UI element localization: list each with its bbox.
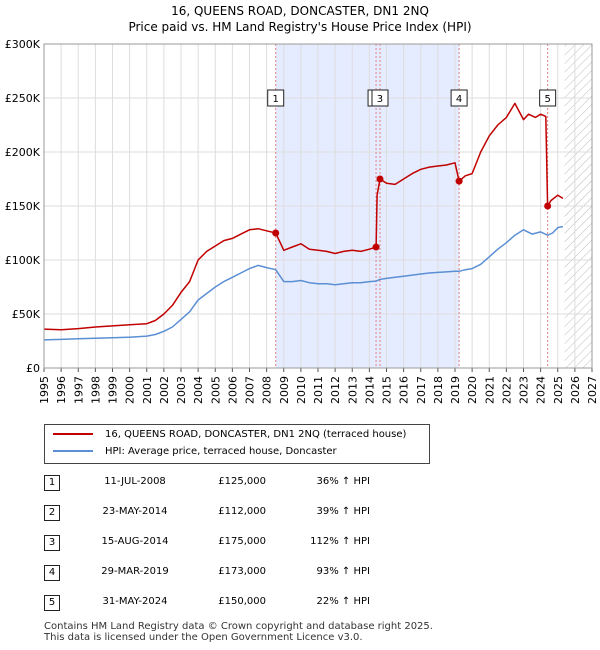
x-tick-label: 2024: [535, 376, 548, 404]
sale-point: [376, 175, 384, 183]
sale-date: 29-MAR-2019: [101, 566, 169, 577]
y-tick-label: £0: [26, 362, 40, 375]
footer: Contains HM Land Registry data © Crown c…: [44, 621, 433, 643]
legend-label-hpi: HPI: Average price, terraced house, Donc…: [105, 446, 337, 457]
footer-copyright: Contains HM Land Registry data © Crown c…: [44, 621, 433, 632]
sale-price: £173,000: [218, 566, 266, 577]
sale-marker-label: 3: [377, 94, 383, 105]
sale-hpi: 112% ↑ HPI: [310, 536, 370, 547]
legend-swatch-property: [53, 433, 93, 435]
sale-point: [455, 177, 463, 185]
sale-point: [372, 243, 380, 251]
x-tick-label: 2016: [398, 376, 411, 404]
x-tick-label: 2006: [226, 376, 239, 404]
sale-marker-label: 4: [456, 94, 462, 105]
sale-number: 5: [44, 595, 60, 611]
x-tick-label: 2021: [483, 376, 496, 404]
sale-date: 23-MAY-2014: [102, 506, 168, 517]
sale-number: 2: [44, 505, 60, 521]
chart-subtitle: Price paid vs. HM Land Registry's House …: [128, 20, 472, 34]
y-tick-label: £50K: [12, 308, 41, 321]
legend-label-property: 16, QUEENS ROAD, DONCASTER, DN1 2NQ (ter…: [105, 429, 407, 440]
legend-swatch-hpi: [53, 450, 93, 452]
sale-marker-box: [371, 89, 389, 107]
x-tick-label: 2019: [449, 376, 462, 404]
x-tick-label: 2015: [381, 376, 394, 404]
sale-row: 2 23-MAY-2014 £112,000 39% ↑ HPI: [0, 498, 600, 528]
x-tick-label: 2013: [346, 376, 359, 404]
sale-marker-label: 5: [544, 94, 550, 105]
y-tick-label: £100K: [5, 254, 41, 267]
x-tick-label: 2010: [295, 376, 308, 404]
x-tick-label: 2009: [278, 376, 291, 404]
sale-row: 3 15-AUG-2014 £175,000 112% ↑ HPI: [0, 528, 600, 558]
x-tick-label: 2012: [329, 376, 342, 404]
sale-hpi: 22% ↑ HPI: [316, 596, 370, 607]
y-tick-label: £150K: [5, 200, 41, 213]
sale-row: 5 31-MAY-2024 £150,000 22% ↑ HPI: [0, 588, 600, 618]
x-tick-label: 2026: [569, 376, 582, 404]
x-tick-label: 2023: [518, 376, 531, 404]
sale-point: [272, 229, 280, 237]
y-tick-label: £250K: [5, 92, 41, 105]
x-tick-label: 2022: [500, 376, 513, 404]
x-tick-label: 2007: [244, 376, 257, 404]
property-price-line: [43, 102, 564, 331]
x-tick-label: 1997: [72, 376, 85, 404]
x-tick-label: 1998: [89, 376, 102, 404]
legend-item-hpi: HPI: Average price, terraced house, Donc…: [53, 444, 337, 460]
x-tick-label: 1995: [38, 376, 51, 404]
x-tick-label: 2000: [124, 376, 137, 404]
sale-price: £112,000: [218, 506, 266, 517]
x-tick-label: 1996: [55, 376, 68, 404]
price-chart: £0 £50K £100K £150K £200K £250K £300K 1995 1996 1…: [5, 38, 599, 404]
sale-point: [544, 202, 552, 210]
sale-price: £150,000: [218, 596, 266, 607]
x-tick-label: 2025: [552, 376, 565, 404]
sale-date: 15-AUG-2014: [101, 536, 169, 547]
x-tick-label: 2014: [363, 376, 376, 404]
x-tick-label: 2017: [415, 376, 428, 404]
sale-row: 1 11-JUL-2008 £125,000 36% ↑ HPI: [0, 468, 600, 498]
plot-border: [43, 43, 593, 369]
sale-row: 4 29-MAR-2019 £173,000 93% ↑ HPI: [0, 558, 600, 588]
x-tick-label: 2027: [586, 376, 599, 404]
y-tick-label: £200K: [5, 146, 41, 159]
x-tick-label: 2002: [158, 376, 171, 404]
x-tick-label: 2011: [312, 376, 325, 404]
x-tick-label: 2005: [209, 376, 222, 404]
legend: 16, QUEENS ROAD, DONCASTER, DN1 2NQ (ter…: [44, 424, 430, 464]
sale-hpi: 36% ↑ HPI: [316, 476, 370, 487]
y-tick-label: £300K: [5, 38, 41, 51]
x-tick-label: 2001: [141, 376, 154, 404]
sale-date: 31-MAY-2024: [102, 596, 168, 607]
sale-marker-box: [267, 89, 285, 107]
sale-hpi: 93% ↑ HPI: [316, 566, 370, 577]
sale-price: £175,000: [218, 536, 266, 547]
sale-marker-box: [450, 89, 468, 107]
x-tick-label: 2003: [175, 376, 188, 404]
chart-title: 16, QUEENS ROAD, DONCASTER, DN1 2NQ: [171, 4, 429, 18]
x-tick-label: 1999: [107, 376, 120, 404]
sale-number: 4: [44, 565, 60, 581]
sale-marker-label: 1: [273, 94, 279, 105]
legend-item-property: 16, QUEENS ROAD, DONCASTER, DN1 2NQ (ter…: [53, 427, 406, 443]
sale-marker-box: [539, 89, 557, 107]
x-tick-label: 2008: [261, 376, 274, 404]
x-tick-label: 2018: [432, 376, 445, 404]
sale-date: 11-JUL-2008: [104, 476, 166, 487]
x-tick-label: 2020: [466, 376, 479, 404]
sale-number: 3: [44, 535, 60, 551]
footer-licence: This data is licensed under the Open Gov…: [44, 632, 363, 643]
sale-price: £125,000: [218, 476, 266, 487]
sale-hpi: 39% ↑ HPI: [316, 506, 370, 517]
x-tick-label: 2004: [192, 376, 205, 404]
hpi-line: [43, 225, 564, 341]
sale-number: 1: [44, 475, 60, 491]
